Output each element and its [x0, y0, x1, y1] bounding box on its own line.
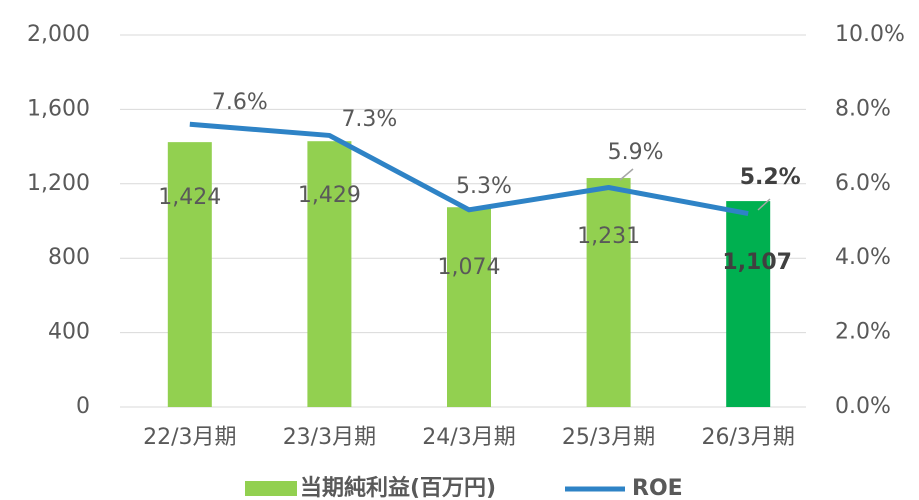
- y2-tick-label: 10.0%: [835, 22, 905, 47]
- leader-line: [619, 168, 634, 181]
- legend-label: ROE: [632, 476, 683, 500]
- bar: [307, 141, 352, 407]
- leader-line: [757, 198, 771, 211]
- x-tick-label: 25/3月期: [562, 425, 655, 450]
- y2-tick-label: 8.0%: [835, 96, 891, 121]
- bar-value-label: 1,424: [158, 185, 221, 210]
- legend-swatch: [245, 481, 297, 496]
- y2-tick-label: 4.0%: [835, 245, 891, 270]
- bar: [447, 207, 491, 407]
- bar-value-label: 1,107: [722, 250, 792, 275]
- y2-tick-label: 2.0%: [835, 320, 891, 345]
- roe-value-label: 7.3%: [341, 107, 397, 132]
- bar-value-label: 1,429: [298, 183, 361, 208]
- x-tick-label: 24/3月期: [422, 425, 515, 450]
- bar: [726, 201, 771, 407]
- roe-value-label: 7.6%: [212, 90, 268, 115]
- y-tick-label: 400: [48, 320, 90, 345]
- y-tick-label: 1,600: [27, 96, 90, 121]
- x-tick-label: 23/3月期: [283, 425, 376, 450]
- y-tick-label: 800: [48, 245, 90, 270]
- legend-label: 当期純利益(百万円): [300, 475, 496, 500]
- roe-value-label: 5.9%: [608, 140, 664, 165]
- bar-value-label: 1,231: [577, 224, 640, 249]
- y-tick-label: 1,200: [27, 171, 90, 196]
- bar: [167, 142, 212, 408]
- y2-tick-label: 6.0%: [835, 171, 891, 196]
- roe-line: [189, 121, 749, 217]
- x-tick-label: 22/3月期: [143, 425, 236, 450]
- y-tick-label: 2,000: [27, 22, 90, 47]
- bar: [586, 178, 631, 407]
- y-tick-label: 0: [76, 394, 90, 419]
- y2-tick-label: 0.0%: [835, 394, 891, 419]
- roe-value-label: 5.3%: [456, 174, 512, 199]
- bar-value-label: 1,074: [438, 255, 501, 280]
- x-tick-label: 26/3月期: [701, 425, 794, 450]
- roe-value-label: 5.2%: [740, 165, 801, 190]
